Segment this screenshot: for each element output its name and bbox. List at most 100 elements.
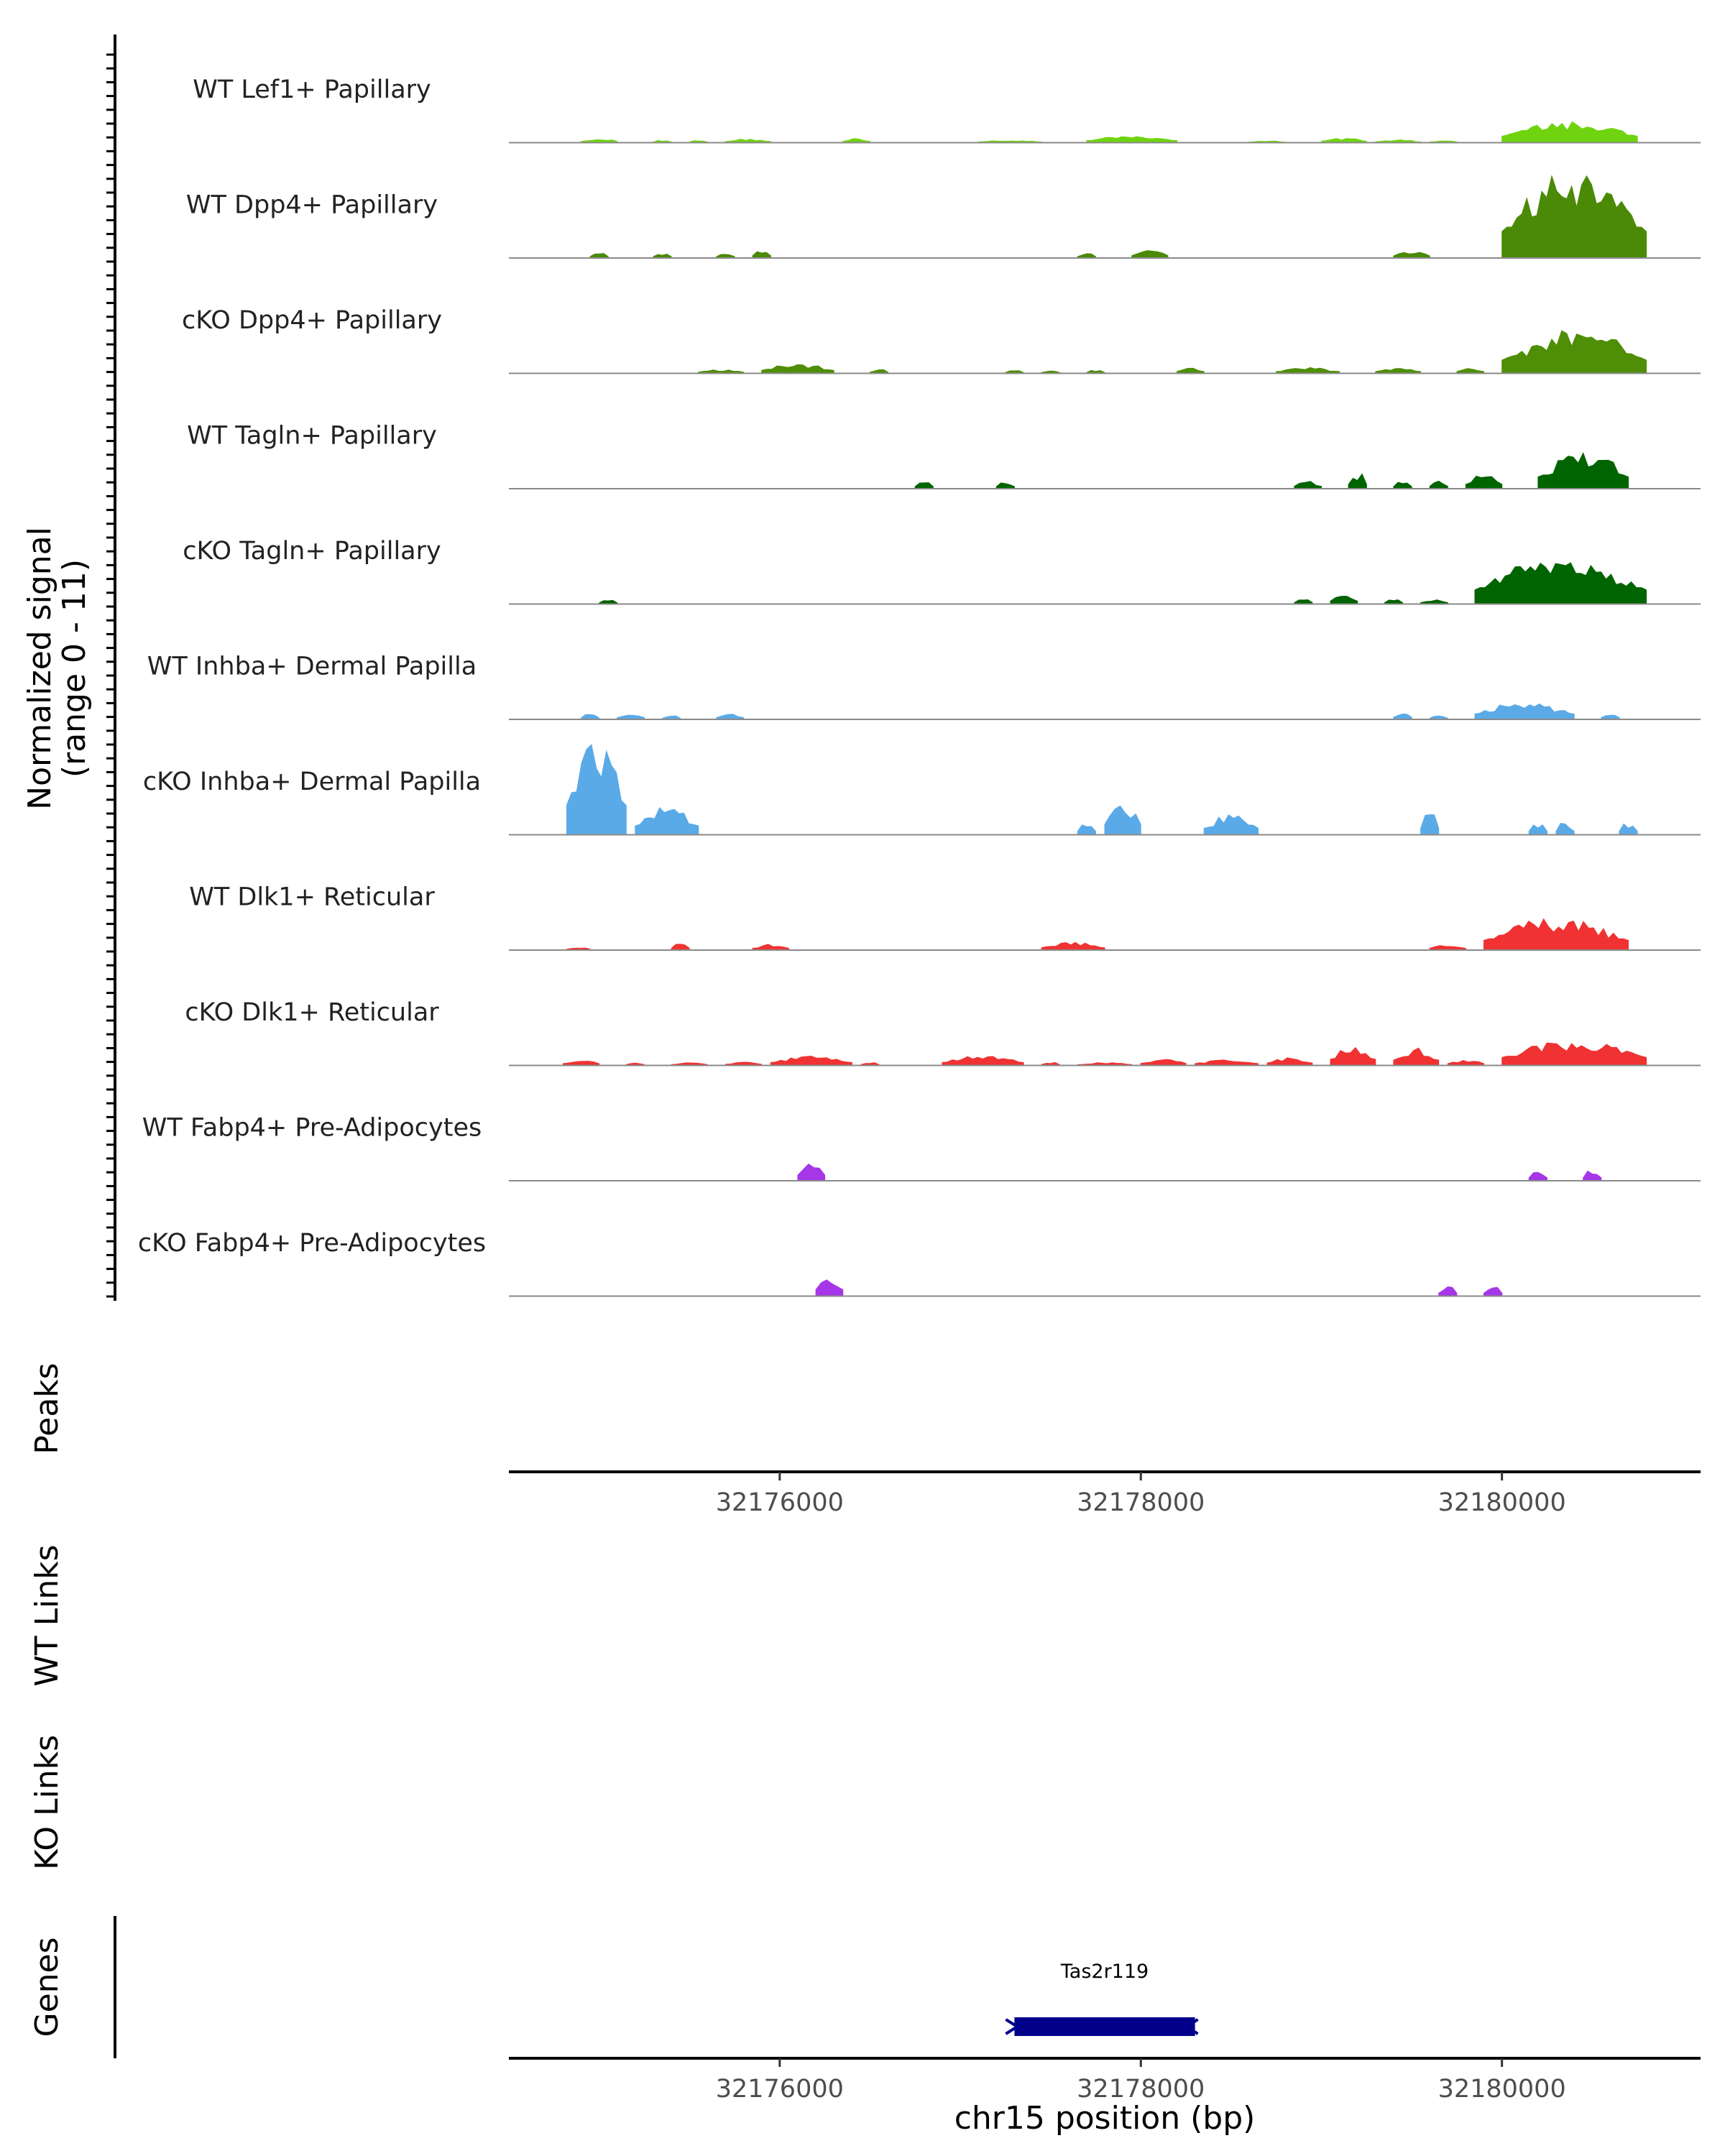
x-tick-label: 32176000 xyxy=(716,2075,844,2104)
x-axis-title: chr15 position (bp) xyxy=(954,2100,1256,2137)
genes-section-label: Genes xyxy=(29,1937,65,2037)
signal-peak xyxy=(1077,824,1096,835)
signal-peak xyxy=(1195,1059,1259,1066)
signal-peak xyxy=(1474,703,1575,720)
signal-peak xyxy=(1501,121,1638,143)
signal-peak xyxy=(1375,368,1422,374)
signal-peak xyxy=(995,482,1015,489)
wt-links-section-label: WT Links xyxy=(29,1544,65,1686)
ko-links-section-label: KO Links xyxy=(29,1735,65,1870)
signal-peak xyxy=(581,714,600,720)
signal-peak xyxy=(1429,945,1466,951)
gene-body xyxy=(1014,2017,1195,2036)
track-label: WT Lef1+ Papillary xyxy=(193,75,431,104)
signal-peak xyxy=(1104,805,1141,835)
signal-peak xyxy=(716,714,745,720)
signal-peak xyxy=(1177,367,1205,374)
signal-axis-ticks xyxy=(106,53,115,1298)
track-label: cKO Dpp4+ Papillary xyxy=(182,306,442,335)
signal-peak xyxy=(797,1164,826,1181)
track-label: WT Inhba+ Dermal Papilla xyxy=(147,653,477,681)
signal-peak xyxy=(671,944,690,951)
signal-peak xyxy=(1484,1286,1503,1296)
signal-peak xyxy=(1438,1286,1458,1296)
signal-peak xyxy=(1474,562,1647,604)
signal-axis-label-line1: Normalized signal xyxy=(22,527,58,810)
signal-peak xyxy=(1429,480,1448,489)
signal-peak xyxy=(761,364,834,374)
track-label: cKO Dlk1+ Reticular xyxy=(185,998,439,1027)
track-7: cKO Inhba+ Dermal Papilla xyxy=(143,744,1701,836)
signal-peak xyxy=(1041,941,1105,951)
signal-peak xyxy=(1528,1171,1547,1181)
signal-peak xyxy=(1348,473,1367,489)
peaks-section-label: Peaks xyxy=(29,1363,65,1454)
signal-peak xyxy=(1456,368,1484,374)
signal-peak xyxy=(562,1061,600,1066)
signal-peak xyxy=(1447,1059,1484,1066)
track-1: WT Lef1+ Papillary xyxy=(193,75,1701,144)
signal-peak xyxy=(1583,1170,1602,1181)
track-6: WT Inhba+ Dermal Papilla xyxy=(147,653,1701,720)
track-3: cKO Dpp4+ Papillary xyxy=(182,306,1701,374)
signal-peak xyxy=(942,1056,1024,1066)
track-label: WT Dpp4+ Papillary xyxy=(186,191,438,220)
signal-peak xyxy=(1484,918,1629,951)
track-11: cKO Fabp4+ Pre-Adipocytes xyxy=(138,1229,1701,1297)
signal-peak xyxy=(1528,824,1547,835)
peaks-x-axis: 32176000 32178000 32180000 xyxy=(716,1472,1566,1517)
signal-peak xyxy=(1203,814,1259,835)
signal-peak xyxy=(1393,713,1412,720)
track-label: cKO Inhba+ Dermal Papilla xyxy=(143,768,481,796)
track-label: WT Fabp4+ Pre-Adipocytes xyxy=(142,1114,482,1143)
track-8: WT Dlk1+ Reticular xyxy=(189,883,1701,951)
signal-axis-label-line2: (range 0 - 11) xyxy=(56,559,93,778)
genes-x-axis: 32176000 32178000 32180000 xyxy=(716,2058,1566,2104)
track-2: WT Dpp4+ Papillary xyxy=(186,175,1701,259)
signal-peak xyxy=(1393,252,1430,259)
gene-label: Tas2r119 xyxy=(1060,1961,1149,1983)
signal-peak xyxy=(1465,476,1503,489)
signal-peak xyxy=(770,1055,852,1066)
signal-peak xyxy=(1330,1046,1376,1066)
signal-peak xyxy=(1140,1059,1187,1066)
x-tick-label: 32176000 xyxy=(716,1488,844,1517)
coverage-tracks: WT Lef1+ Papillary WT Dpp4+ Papillary cKO … xyxy=(138,75,1701,1297)
signal-peak xyxy=(566,744,627,835)
track-9: cKO Dlk1+ Reticular xyxy=(185,998,1701,1067)
signal-peak xyxy=(914,482,934,489)
signal-peak xyxy=(1276,367,1340,374)
signal-peak xyxy=(1321,138,1367,143)
signal-peak xyxy=(1330,595,1358,604)
track-label: cKO Fabp4+ Pre-Adipocytes xyxy=(138,1229,486,1258)
signal-peak xyxy=(1537,452,1629,489)
gene-annotations: Tas2r119 xyxy=(1005,1961,1199,2036)
signal-peak xyxy=(1393,1047,1440,1066)
x-tick-label: 32180000 xyxy=(1438,1488,1566,1517)
signal-peak xyxy=(725,1061,763,1066)
signal-peak xyxy=(1393,482,1412,489)
signal-peak xyxy=(815,1279,844,1296)
x-tick-label: 32178000 xyxy=(1077,2075,1205,2104)
signal-peak xyxy=(752,251,771,259)
signal-peak xyxy=(1294,481,1322,489)
track-10: WT Fabp4+ Pre-Adipocytes xyxy=(142,1114,1701,1181)
signal-peak xyxy=(1501,1042,1647,1066)
signal-peak xyxy=(1555,823,1575,835)
x-tick-label: 32178000 xyxy=(1077,1488,1205,1517)
x-tick-label: 32180000 xyxy=(1438,2075,1566,2104)
signal-peak xyxy=(752,944,789,951)
signal-peak xyxy=(725,139,771,143)
track-label: WT Tagln+ Papillary xyxy=(187,422,437,451)
signal-peak xyxy=(1501,175,1647,259)
signal-peak xyxy=(1501,330,1647,374)
signal-peak xyxy=(1086,136,1177,143)
signal-peak xyxy=(698,369,745,374)
track-4: WT Tagln+ Papillary xyxy=(187,422,1701,489)
gene-Tas2r119: Tas2r119 xyxy=(1005,1961,1199,2036)
track-5: cKO Tagln+ Papillary xyxy=(183,537,1701,605)
gene-strand-marker xyxy=(1005,2018,1199,2035)
signal-peak xyxy=(1131,250,1169,259)
signal-peak xyxy=(1266,1057,1313,1066)
